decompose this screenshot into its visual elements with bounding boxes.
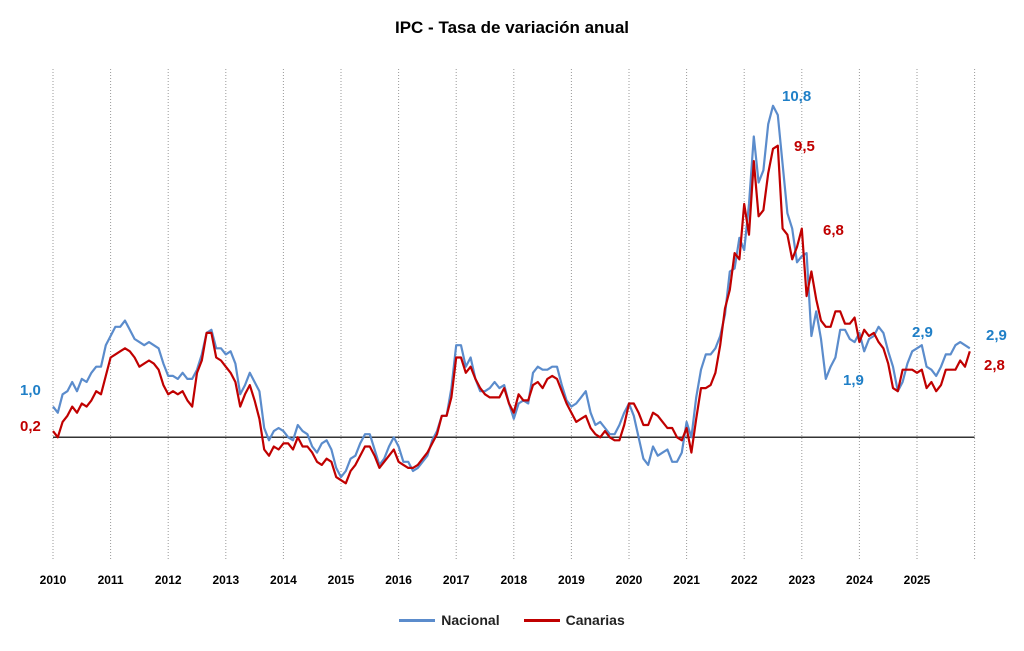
legend-item-nacional: Nacional (399, 612, 500, 628)
data-label-nacional-peak: 10,8 (782, 88, 812, 105)
data-label-nacional-low-2023: 1,9 (843, 372, 864, 389)
data-label-canarias-start: 0,2 (20, 418, 41, 435)
x-tick-label: 2023 (788, 573, 815, 587)
x-tick-label: 2012 (155, 573, 182, 587)
x-tick-label: 2020 (616, 573, 643, 587)
x-tick-label: 2015 (328, 573, 355, 587)
x-tick-label: 2014 (270, 573, 297, 587)
x-tick-label: 2021 (673, 573, 700, 587)
x-tick-label: 2013 (212, 573, 239, 587)
data-label-nacional-start: 1,0 (20, 382, 41, 399)
legend-item-canarias: Canarias (523, 612, 625, 628)
data-label-nacional-end: 2,9 (986, 327, 1007, 344)
x-tick-label: 2017 (443, 573, 470, 587)
data-label-canarias-2023: 6,8 (823, 222, 844, 239)
data-label-canarias-end: 2,8 (984, 357, 1005, 374)
legend-swatch-canarias (523, 618, 560, 622)
x-tick-label: 2019 (558, 573, 585, 587)
legend: Nacional Canarias (0, 612, 1024, 628)
x-tick-label: 2011 (98, 573, 124, 587)
x-tick-label: 2024 (846, 573, 873, 587)
chart-title: IPC - Tasa de variación anual (395, 18, 629, 37)
series-line-canarias (52, 144, 971, 485)
series-line-nacional (52, 104, 971, 479)
x-tick-label: 2022 (731, 573, 758, 587)
x-tick-label: 2010 (40, 573, 67, 587)
x-tick-label: 2018 (500, 573, 527, 587)
x-tick-label: 2016 (385, 573, 412, 587)
legend-label-canarias: Canarias (565, 612, 625, 628)
x-tick-label: 2025 (904, 573, 931, 587)
legend-swatch-nacional (399, 618, 436, 622)
data-label-nacional-2025: 2,9 (912, 324, 933, 341)
data-label-canarias-peak: 9,5 (794, 138, 815, 155)
legend-label-nacional: Nacional (441, 612, 500, 628)
